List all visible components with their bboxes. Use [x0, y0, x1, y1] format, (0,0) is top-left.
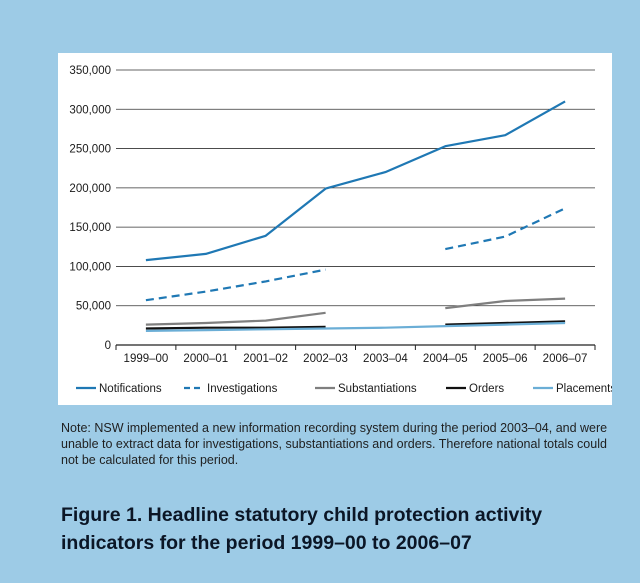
series-placements	[145, 321, 566, 332]
series-line	[445, 207, 566, 251]
gridlines	[116, 69, 595, 346]
series-line	[145, 100, 566, 262]
x-tick-label: 2003–04	[363, 353, 408, 365]
x-axis-ticks: 1999–00 2000–01 2001–02 2002–03 2003–04 2004–…	[115, 345, 596, 365]
series-lines	[145, 100, 566, 332]
series-orders	[145, 320, 566, 330]
y-tick-label: 150,000	[69, 222, 111, 234]
figure-caption: Figure 1. Headline statutory child prote…	[61, 504, 543, 554]
x-tick-label: 2006–07	[543, 353, 588, 365]
legend-label: Substantiations	[338, 383, 417, 395]
series-notifications	[145, 100, 566, 262]
x-tick-label: 2005–06	[483, 353, 528, 365]
x-tick-label: 2002–03	[303, 353, 348, 365]
x-tick-label: 2004–05	[423, 353, 468, 365]
series-line	[145, 268, 326, 302]
chart-note: Note: NSW implemented a new information …	[61, 421, 608, 467]
y-tick-label: 50,000	[76, 301, 111, 313]
legend-label: Placements	[556, 383, 612, 395]
x-tick-label: 1999–00	[124, 353, 169, 365]
series-line	[445, 297, 566, 310]
x-tick-label: 2001–02	[243, 353, 288, 365]
series-substantiations	[145, 297, 566, 326]
legend-label: Orders	[469, 383, 504, 395]
series-line	[445, 320, 566, 326]
legend-label: Investigations	[207, 383, 278, 395]
series-investigations	[145, 207, 566, 302]
y-tick-label: 0	[105, 340, 111, 352]
y-tick-label: 100,000	[69, 261, 111, 273]
legend-label: Notifications	[99, 383, 162, 395]
series-line	[145, 321, 566, 332]
y-tick-label: 300,000	[69, 104, 111, 116]
x-tick-label: 2000–01	[183, 353, 228, 365]
y-tick-label: 350,000	[69, 65, 111, 77]
series-line	[145, 325, 326, 330]
y-axis-ticks: 0 50,000 100,000 150,000 200,000 250,000 300,0…	[69, 65, 111, 352]
chart-panel: 0 50,000 100,000 150,000 200,000 250,000 300,0…	[58, 53, 612, 405]
y-tick-label: 200,000	[69, 183, 111, 195]
legend: Notifications Investigations Substantiatio…	[76, 383, 612, 395]
y-tick-label: 250,000	[69, 144, 111, 156]
series-line	[145, 311, 326, 326]
line-chart: 0 50,000 100,000 150,000 200,000 250,000 300,0…	[69, 65, 612, 395]
